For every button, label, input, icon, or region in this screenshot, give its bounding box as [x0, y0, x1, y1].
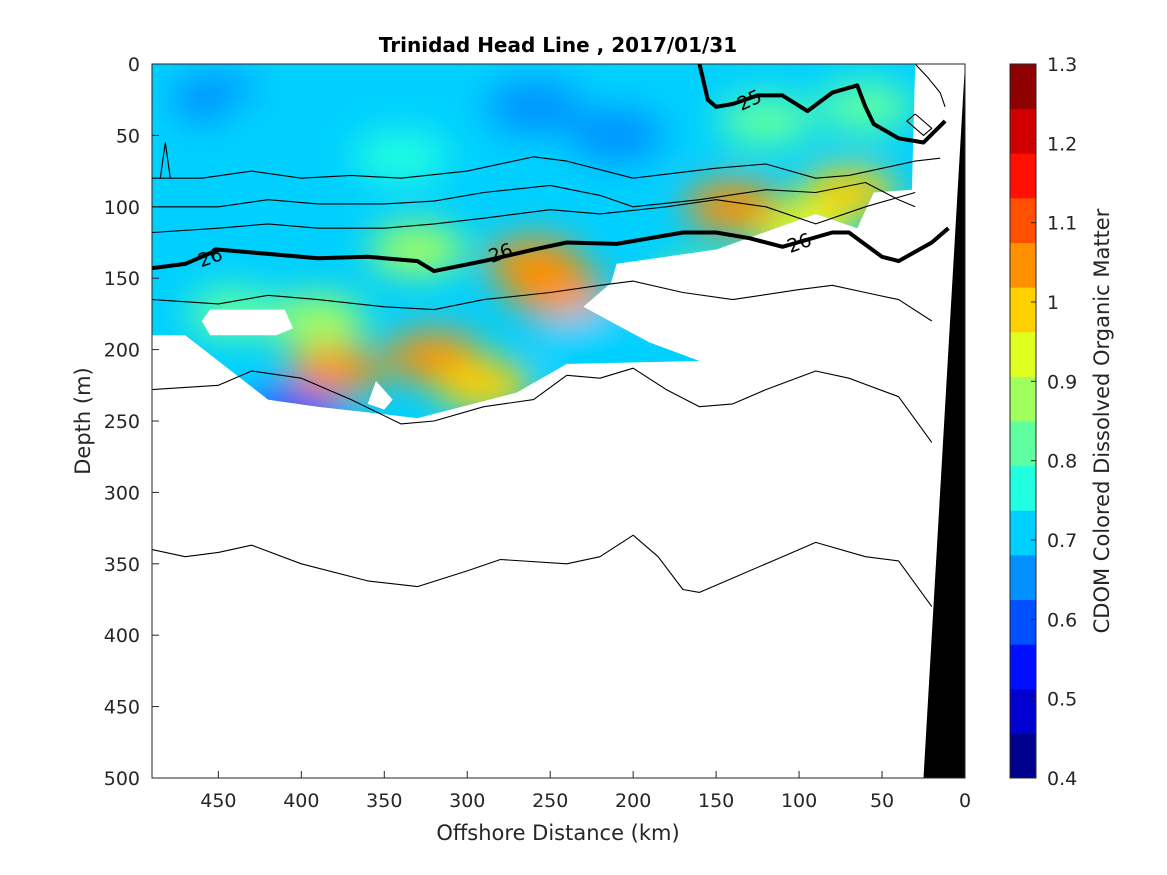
- colorbar-label: CDOM Colored Dissolved Organic Matter: [1090, 208, 1114, 633]
- x-tick-label: 250: [532, 790, 568, 812]
- colorbar-tick-label: 0.7: [1047, 530, 1077, 552]
- y-tick-label: 400: [104, 625, 140, 647]
- cdom-patch: [717, 95, 814, 148]
- y-tick-label: 50: [116, 125, 140, 147]
- colorbar-tick-label: 0.4: [1047, 768, 1077, 790]
- colorbar-swatch: [1010, 421, 1036, 467]
- colorbar-swatch: [1010, 64, 1036, 110]
- colorbar-swatch: [1010, 331, 1036, 377]
- colorbar-swatch: [1010, 599, 1036, 645]
- density-contour-bold: [152, 226, 950, 274]
- y-tick-label: 500: [104, 768, 140, 790]
- colorbar-swatch: [1010, 197, 1036, 243]
- density-contour: [914, 64, 946, 107]
- no-data-gap: [367, 381, 393, 410]
- colorbar-swatch: [1010, 376, 1036, 422]
- colorbar-tick-label: 1.3: [1047, 54, 1077, 76]
- colorbar-tick-label: 0.9: [1047, 371, 1077, 393]
- x-tick-label: 0: [959, 790, 971, 812]
- colorbar: 0.4 0.5 0.6 0.7 0.8 0.9 1 1.1 1.2 1.3: [1009, 54, 1077, 790]
- x-tick-label: 50: [870, 790, 894, 812]
- density-contour: [152, 534, 933, 607]
- bathymetry-seafloor: [923, 64, 965, 778]
- cdom-patch: [220, 95, 317, 148]
- colorbar-swatch: [1010, 108, 1036, 154]
- no-data-gap: [201, 309, 293, 336]
- cdom-patch: [369, 223, 466, 276]
- colorbar-swatch: [1010, 733, 1036, 779]
- x-tick-label: 450: [200, 790, 236, 812]
- x-tick-label: 300: [449, 790, 485, 812]
- density-contour-bold: [697, 64, 947, 145]
- colorbar-tick-label: 0.5: [1047, 689, 1077, 711]
- cdom-patch: [352, 130, 449, 183]
- colorbar-tick-label: 0.6: [1047, 609, 1077, 631]
- y-tick-label: 450: [104, 697, 140, 719]
- colorbar-swatch: [1010, 644, 1036, 690]
- density-contour: [152, 280, 933, 322]
- cdom-patch: [485, 237, 582, 290]
- colorbar-tick-label: 1.2: [1047, 133, 1077, 155]
- no-data-gap: [583, 249, 770, 343]
- colorbar-frame: [1009, 63, 1037, 779]
- x-axis-label: Offshore Distance (km): [436, 821, 679, 845]
- y-tick-label: 100: [104, 197, 140, 219]
- cdom-patch: [286, 345, 383, 398]
- colorbar-swatch: [1010, 510, 1036, 556]
- cdom-patch: [684, 180, 781, 233]
- density-contour: [159, 141, 171, 179]
- x-tick-label: 400: [283, 790, 319, 812]
- y-tick-label: 150: [104, 268, 140, 290]
- colorbar-tick-label: 1.1: [1047, 213, 1077, 235]
- cdom-patch: [269, 295, 366, 348]
- density-contour: [152, 156, 941, 179]
- chart-title: Trinidad Head Line , 2017/01/31: [379, 33, 737, 57]
- y-tick-label: 250: [104, 411, 140, 433]
- x-tick-label: 200: [615, 790, 651, 812]
- colorbar-swatch: [1010, 688, 1036, 734]
- y-tick-label: 200: [104, 340, 140, 362]
- density-contour: [152, 191, 916, 234]
- cdom-patch: [568, 109, 665, 162]
- x-tick-label: 150: [698, 790, 734, 812]
- y-tick-label: 300: [104, 482, 140, 504]
- density-contour: [152, 181, 916, 208]
- x-tick-label: 100: [781, 790, 817, 812]
- colorbar-tick-label: 1: [1047, 292, 1059, 314]
- y-tick-label: 0: [128, 54, 140, 76]
- cdom-patch: [485, 80, 582, 133]
- cdom-patch: [152, 123, 217, 176]
- density-contour: [152, 367, 933, 443]
- y-axis-label: Depth (m): [71, 367, 95, 474]
- colorbar-tick-label: 0.8: [1047, 451, 1077, 473]
- colorbar-swatch: [1010, 242, 1036, 288]
- density-contour: [906, 113, 933, 136]
- colorbar-swatch: [1010, 287, 1036, 333]
- colorbar-swatch: [1010, 554, 1036, 600]
- y-tick-label: 350: [104, 554, 140, 576]
- x-tick-label: 350: [366, 790, 402, 812]
- colorbar-swatch: [1010, 465, 1036, 511]
- colorbar-swatch: [1010, 153, 1036, 199]
